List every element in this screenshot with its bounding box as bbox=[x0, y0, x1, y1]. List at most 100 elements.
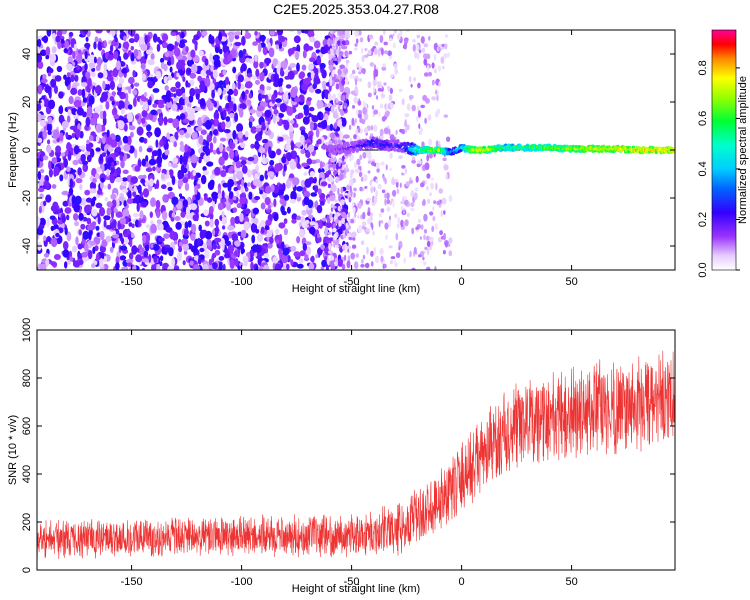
spectrogram-cell bbox=[52, 139, 58, 144]
spectrogram-cell bbox=[111, 30, 116, 37]
spectrogram-cell bbox=[101, 152, 107, 158]
spectrogram-cell bbox=[286, 106, 294, 116]
spectrogram-cell bbox=[389, 134, 395, 141]
spectrogram-cell bbox=[313, 40, 321, 49]
spectrogram-cell bbox=[182, 76, 186, 82]
spectrogram-cell bbox=[423, 72, 429, 77]
spectrogram-cell bbox=[255, 228, 260, 234]
spectrogram-cell bbox=[185, 126, 193, 134]
spectrogram-cell bbox=[136, 202, 140, 212]
spectrogram-cell bbox=[39, 263, 47, 270]
spectrogram-cell bbox=[127, 76, 135, 85]
spectrogram-cell bbox=[425, 53, 431, 60]
spectrogram-cell bbox=[73, 213, 79, 221]
spectrogram-cell bbox=[130, 52, 135, 62]
spectrogram-cell bbox=[48, 67, 54, 74]
spectrogram-cell bbox=[338, 50, 344, 56]
spectrogram-cell bbox=[389, 200, 392, 206]
spectrogram-cell bbox=[329, 260, 335, 266]
spectrogram-cell bbox=[134, 33, 140, 42]
spectrogram-cell bbox=[47, 116, 53, 125]
spectrogram-cell bbox=[348, 50, 353, 55]
spectrogram-cell bbox=[350, 90, 356, 95]
spectrogram-cell bbox=[163, 233, 170, 239]
spectrogram-cell bbox=[308, 130, 314, 138]
spectrogram-cell bbox=[150, 243, 154, 249]
spectrogram-cell bbox=[175, 88, 183, 97]
spectrogram-cell bbox=[103, 219, 107, 228]
spectrogram-cell bbox=[309, 221, 316, 226]
spectrogram-cell bbox=[92, 196, 97, 202]
spectrogram-cell bbox=[97, 215, 101, 225]
spectrogram-cell bbox=[158, 39, 163, 45]
spectrogram-cell bbox=[313, 76, 321, 85]
spectrogram-cell bbox=[344, 50, 349, 57]
spectrogram-cell bbox=[185, 46, 189, 53]
spectrogram-cell bbox=[127, 104, 133, 110]
spectrogram-cell bbox=[388, 94, 393, 102]
spectrogram-cell bbox=[68, 96, 74, 105]
spectrogram-cell bbox=[221, 121, 226, 130]
spectrogram-cell bbox=[409, 250, 412, 258]
spectrogram-cell bbox=[66, 214, 70, 221]
spectrogram-cell bbox=[367, 160, 372, 164]
spectrogram-cell bbox=[120, 159, 125, 169]
spectrogram-cell bbox=[149, 211, 153, 218]
spectrogram-cell bbox=[383, 263, 387, 269]
spectrogram-cell bbox=[375, 179, 379, 184]
spectrogram-cell bbox=[434, 68, 437, 74]
spectrogram-cell bbox=[88, 95, 95, 105]
spectrogram-cell bbox=[296, 236, 301, 244]
spectrogram-cell bbox=[67, 109, 72, 117]
spectrogram-cell bbox=[329, 30, 335, 34]
spectrogram-cell bbox=[222, 225, 226, 230]
y-tick-label: 0 bbox=[21, 567, 33, 573]
spectrogram-cell bbox=[93, 41, 97, 50]
spectrogram-cell bbox=[218, 156, 225, 166]
spectrogram-cell bbox=[55, 35, 61, 43]
spectrogram-cell bbox=[423, 229, 428, 234]
spectrogram-cell bbox=[293, 35, 301, 44]
spectrogram-cell bbox=[285, 179, 292, 189]
spectrogram-cell bbox=[416, 44, 420, 52]
spectrogram-cell bbox=[349, 218, 355, 224]
spectrogram-cell bbox=[247, 156, 255, 162]
spectrogram-cell bbox=[448, 250, 453, 257]
spectrogram-cell bbox=[401, 98, 405, 106]
spectrogram-cell bbox=[338, 173, 344, 181]
spectrogram-cell bbox=[154, 183, 158, 190]
spectrogram-cell bbox=[60, 152, 66, 157]
spectrogram-cell bbox=[367, 81, 372, 89]
spectrogram-cell bbox=[297, 30, 302, 35]
spectrogram-cell bbox=[246, 72, 253, 78]
spectrogram-cell bbox=[287, 48, 295, 55]
spectrogram-cell bbox=[438, 141, 441, 145]
spectrogram-cell bbox=[205, 69, 212, 75]
spectrogram-cell bbox=[362, 152, 367, 159]
spectrogram-cell bbox=[340, 186, 344, 194]
spectrogram-cell bbox=[281, 255, 289, 264]
spectrogram-cell bbox=[103, 63, 108, 72]
spectrogram-cell bbox=[126, 112, 133, 123]
spectrogram-cell bbox=[143, 250, 149, 258]
spectrogram-cell bbox=[102, 69, 108, 80]
spectrogram-cell bbox=[267, 93, 272, 99]
spectrogram-cell bbox=[254, 54, 258, 62]
spectrogram-cell bbox=[274, 163, 281, 173]
spectrogram-cell bbox=[301, 209, 307, 216]
spectrogram-cell bbox=[265, 219, 272, 226]
spectrogram-cell bbox=[253, 143, 261, 149]
spectrogram-cell bbox=[251, 234, 256, 244]
spectrogram-cell bbox=[212, 129, 218, 136]
spectrogram-cell bbox=[220, 137, 226, 142]
spectrogram-cell bbox=[336, 177, 340, 182]
spectrogram-cell bbox=[333, 242, 336, 248]
spectrogram-cell bbox=[324, 226, 329, 237]
spectrogram-cell bbox=[339, 133, 344, 141]
spectrogram-cell bbox=[290, 245, 297, 252]
spectrogram-cell bbox=[331, 44, 335, 51]
spectrogram-cell bbox=[276, 30, 284, 36]
spectrogram-cell bbox=[258, 147, 266, 154]
x-tick-label: 0 bbox=[459, 276, 465, 288]
spectrogram-cell bbox=[260, 219, 266, 230]
